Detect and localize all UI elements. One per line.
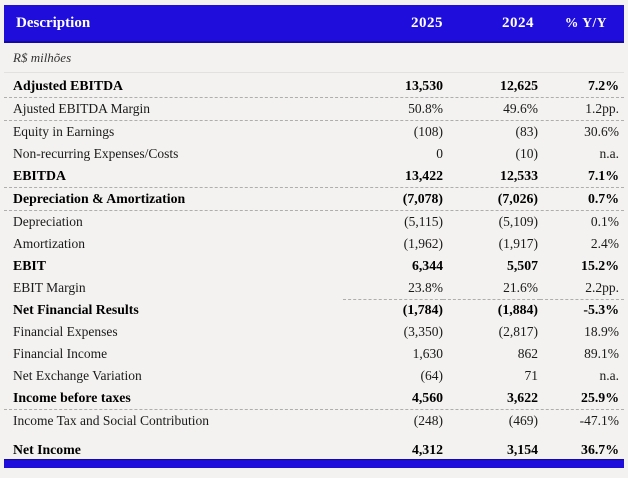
table-row: Adjusted EBITDA 13,530 12,625 7.2% xyxy=(4,75,624,98)
value-2025: (248) xyxy=(413,413,443,428)
value-2024: 21.6% xyxy=(443,277,540,300)
row-label: EBIT Margin xyxy=(13,280,86,295)
row-label: Equity in Earnings xyxy=(13,124,115,139)
value-2024: 3,154 xyxy=(506,442,538,457)
value-2025: 13,422 xyxy=(405,168,443,183)
footer-accent-bar xyxy=(4,459,624,468)
table-row: Non-recurring Expenses/Costs 0 (10) n.a. xyxy=(4,143,624,165)
value-2025: 0 xyxy=(436,146,443,161)
table-row: Amortization (1,962) (1,917) 2.4% xyxy=(4,233,624,255)
value-yoy: 1.2pp. xyxy=(585,101,619,116)
value-yoy: n.a. xyxy=(599,146,620,161)
header-col-2024: 2024 xyxy=(502,14,534,31)
table-row: Net Exchange Variation (64) 71 n.a. xyxy=(4,365,624,387)
row-label: Net Exchange Variation xyxy=(13,368,142,383)
row-label: Financial Income xyxy=(13,346,108,361)
table-row: EBIT 6,344 5,507 15.2% xyxy=(4,255,624,277)
row-label: Amortization xyxy=(13,236,85,251)
value-yoy: 18.9% xyxy=(584,324,619,339)
table-row: Depreciation (5,115) (5,109) 0.1% xyxy=(4,211,624,233)
row-label: EBIT xyxy=(13,258,46,273)
value-yoy: 0.7% xyxy=(587,191,619,206)
value-2025: (108) xyxy=(413,124,443,139)
value-2024: 49.6% xyxy=(503,101,538,116)
value-2024: 862 xyxy=(517,346,538,361)
row-label: Depreciation xyxy=(13,214,83,229)
value-2024: 3,622 xyxy=(506,390,538,405)
value-2025: 1,630 xyxy=(412,346,443,361)
header-description: Description xyxy=(16,14,91,31)
table-row: Depreciation & Amortization (7,078) (7,0… xyxy=(4,188,624,211)
value-yoy: 89.1% xyxy=(584,346,619,361)
value-2025: 50.8% xyxy=(408,101,443,116)
table-header-row: Description 2025 2024 % Y/Y xyxy=(4,5,624,43)
row-label: Non-recurring Expenses/Costs xyxy=(13,146,179,161)
value-yoy: n.a. xyxy=(599,368,620,383)
value-2024: (1,884) xyxy=(497,302,538,317)
value-yoy: 0.1% xyxy=(590,214,619,229)
table-row: Income Tax and Social Contribution (248)… xyxy=(4,410,624,432)
value-2025: (7,078) xyxy=(402,191,443,206)
value-2025: 4,560 xyxy=(411,390,443,405)
value-2025: (1,962) xyxy=(403,236,443,251)
value-2024: (2,817) xyxy=(498,324,538,339)
value-yoy: 7.1% xyxy=(587,168,619,183)
table-body: Adjusted EBITDA 13,530 12,625 7.2% Ajust… xyxy=(4,73,624,462)
table-row: Financial Expenses (3,350) (2,817) 18.9% xyxy=(4,321,624,343)
value-2025: 23.8% xyxy=(343,277,443,300)
value-yoy: 15.2% xyxy=(581,258,619,273)
row-label: Income before taxes xyxy=(13,390,131,405)
table-row: EBIT Margin 23.8% 21.6% 2.2pp. xyxy=(4,277,624,300)
value-yoy: -5.3% xyxy=(583,302,619,317)
value-yoy: 7.2% xyxy=(587,78,619,93)
value-2025: (1,784) xyxy=(402,302,443,317)
value-2024: 5,507 xyxy=(506,258,538,273)
value-2025: 4,312 xyxy=(411,442,443,457)
table-row: Equity in Earnings (108) (83) 30.6% xyxy=(4,121,624,143)
value-yoy: 30.6% xyxy=(584,124,619,139)
value-2025: 13,530 xyxy=(405,78,443,93)
value-2024: (5,109) xyxy=(498,214,538,229)
row-label: Financial Expenses xyxy=(13,324,118,339)
table-row: Income before taxes 4,560 3,622 25.9% xyxy=(4,387,624,410)
unit-label-row: R$ milhões xyxy=(4,43,624,73)
row-label: Net Income xyxy=(13,442,81,457)
value-2024: (469) xyxy=(508,413,538,428)
value-2025: (5,115) xyxy=(404,214,443,229)
value-2024: (10) xyxy=(515,146,539,161)
row-label: Income Tax and Social Contribution xyxy=(13,413,210,428)
row-label: Depreciation & Amortization xyxy=(13,191,186,206)
financial-results-table: Description 2025 2024 % Y/Y R$ milhões A… xyxy=(4,5,624,468)
value-yoy: -47.1% xyxy=(579,413,619,428)
value-yoy: 25.9% xyxy=(581,390,619,405)
row-label: Net Financial Results xyxy=(13,302,139,317)
value-2025: 6,344 xyxy=(411,258,443,273)
value-yoy: 2.2pp. xyxy=(540,277,624,300)
value-2025: (3,350) xyxy=(403,324,443,339)
value-yoy: 36.7% xyxy=(581,442,619,457)
unit-label: R$ milhões xyxy=(13,49,72,65)
value-2024: (1,917) xyxy=(498,236,538,251)
row-label: Adjusted EBITDA xyxy=(13,78,124,93)
value-2024: 71 xyxy=(524,368,539,383)
value-2024: (83) xyxy=(515,124,539,139)
value-2024: 12,625 xyxy=(500,78,538,93)
value-2024: (7,026) xyxy=(497,191,538,206)
table-row: Financial Income 1,630 862 89.1% xyxy=(4,343,624,365)
value-2025: (64) xyxy=(420,368,444,383)
row-label: Ajusted EBITDA Margin xyxy=(13,101,150,116)
table-row: Ajusted EBITDA Margin 50.8% 49.6% 1.2pp. xyxy=(4,98,624,121)
header-col-yoy: % Y/Y xyxy=(564,15,607,30)
value-yoy: 2.4% xyxy=(590,236,619,251)
row-label: EBITDA xyxy=(13,168,66,183)
table-row: Net Financial Results (1,784) (1,884) -5… xyxy=(4,299,624,321)
header-col-2025: 2025 xyxy=(411,14,443,31)
value-2024: 12,533 xyxy=(500,168,538,183)
table-row: EBITDA 13,422 12,533 7.1% xyxy=(4,165,624,188)
